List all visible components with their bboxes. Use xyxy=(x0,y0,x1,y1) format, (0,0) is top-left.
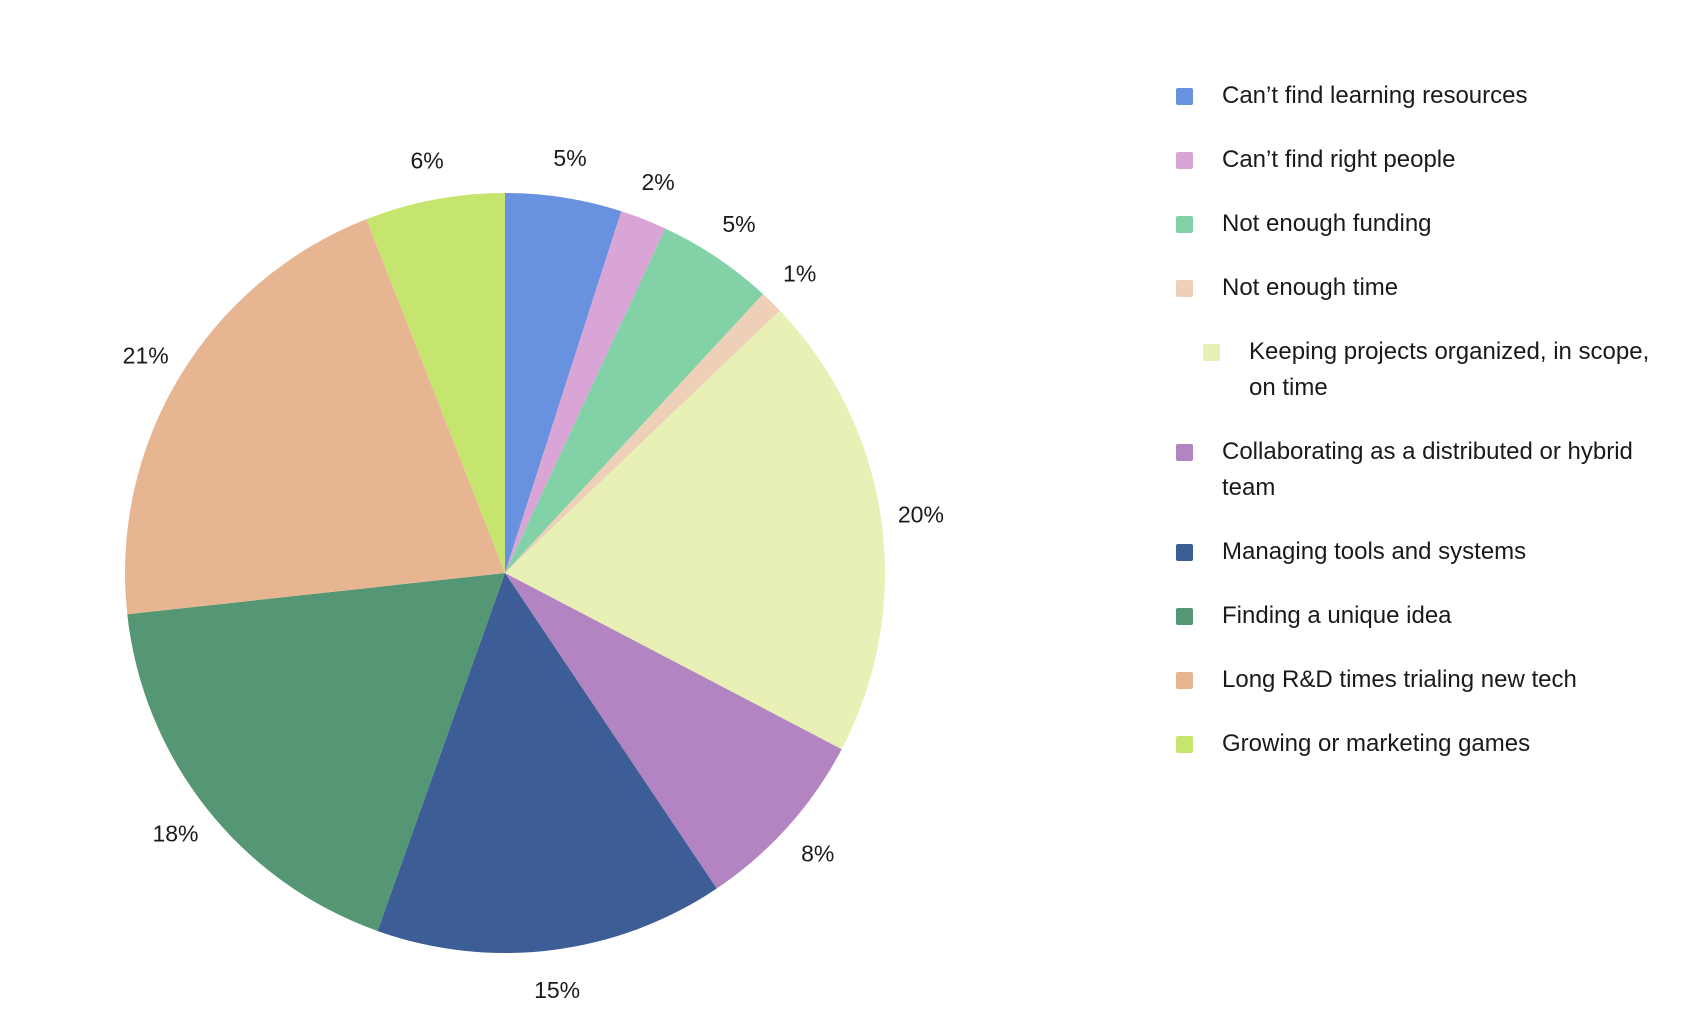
slice-value-label: 6% xyxy=(410,147,443,173)
legend-item: Long R&D times trialing new tech xyxy=(1176,662,1656,698)
legend-item: Can’t find right people xyxy=(1176,142,1656,178)
legend-item: Finding a unique idea xyxy=(1176,598,1656,634)
pie-slice xyxy=(505,573,842,889)
legend-swatch xyxy=(1176,444,1193,461)
legend-label: Can’t find right people xyxy=(1222,146,1456,173)
slice-value-label: 5% xyxy=(553,145,586,171)
pie-slice xyxy=(377,573,717,953)
pie-slice xyxy=(505,294,780,573)
slice-value-label: 20% xyxy=(898,501,944,527)
legend-swatch xyxy=(1176,280,1193,297)
legend-swatch xyxy=(1176,672,1193,689)
legend-swatch xyxy=(1176,152,1193,169)
legend-swatch xyxy=(1176,544,1193,561)
legend-item: Can’t find learning resources xyxy=(1176,78,1656,114)
pie-slice xyxy=(505,228,764,573)
legend-item: Growing or marketing games xyxy=(1176,726,1656,762)
legend-label: Finding a unique idea xyxy=(1222,602,1452,629)
legend-label: Managing tools and systems xyxy=(1222,538,1527,565)
pie-slice xyxy=(505,211,666,573)
legend-label: Not enough time xyxy=(1222,274,1399,301)
legend: Can’t find learning resources Can’t find … xyxy=(1176,78,1656,790)
legend-swatch xyxy=(1203,344,1220,361)
legend-item: Collaborating as a distributed or hybrid… xyxy=(1176,434,1656,506)
slice-value-label: 5% xyxy=(722,211,755,237)
legend-item: Managing tools and systems xyxy=(1176,534,1656,570)
legend-label: Growing or marketing games xyxy=(1222,730,1531,757)
slice-value-label: 15% xyxy=(534,977,580,1003)
slice-value-label: 8% xyxy=(801,840,834,866)
pie-slice xyxy=(127,573,505,931)
legend-item: Not enough time xyxy=(1176,270,1656,306)
legend-swatch xyxy=(1176,608,1193,625)
pie-slices xyxy=(124,193,885,953)
pie-slice xyxy=(505,310,885,750)
slice-value-label: 18% xyxy=(152,820,198,846)
legend-label: Long R&D times trialing new tech xyxy=(1222,666,1577,693)
pie-slice xyxy=(124,219,505,615)
slice-value-label: 2% xyxy=(642,169,675,195)
legend-swatch xyxy=(1176,88,1193,105)
legend-item: Keeping projects organized, in scope, on… xyxy=(1176,334,1656,406)
legend-item: Not enough funding xyxy=(1176,206,1656,242)
legend-label: Collaborating as a distributed or hybrid… xyxy=(1222,438,1633,501)
legend-swatch xyxy=(1176,216,1193,233)
pie-value-labels: 5% 2% 5% 1% 20% 8% 15% 18% 21% 6% xyxy=(123,145,944,1003)
pie-slice xyxy=(505,193,622,573)
slice-value-label: 21% xyxy=(123,343,169,369)
pie-slice xyxy=(366,193,505,573)
legend-label: Not enough funding xyxy=(1222,210,1432,237)
legend-label: Keeping projects organized, in scope, on… xyxy=(1249,338,1650,401)
slice-value-label: 1% xyxy=(783,261,816,287)
legend-label: Can’t find learning resources xyxy=(1222,82,1528,109)
legend-swatch xyxy=(1176,736,1193,753)
